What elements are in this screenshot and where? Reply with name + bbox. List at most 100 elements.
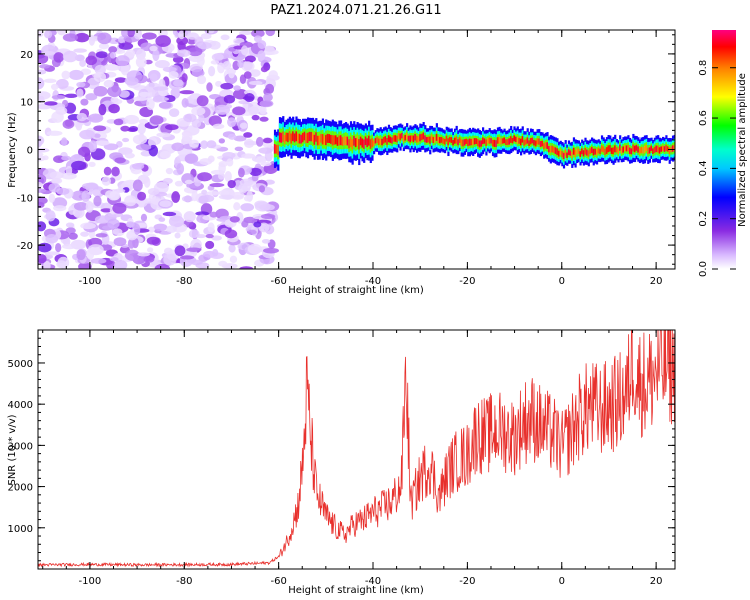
heatmap-cell xyxy=(191,189,198,202)
heatmap-cell xyxy=(108,46,118,53)
heatmap-cell xyxy=(239,266,254,269)
heatmap-cell xyxy=(333,135,336,145)
heatmap-cell xyxy=(243,132,253,138)
heatmap-cell xyxy=(415,135,419,143)
heatmap-cell xyxy=(262,137,273,144)
heatmap-cell xyxy=(442,138,445,144)
heatmap-cell xyxy=(44,30,53,39)
spectrogram-y-label: Frequency (Hz) xyxy=(7,112,18,188)
heatmap-cell xyxy=(379,137,382,145)
heatmap-cell xyxy=(49,171,64,180)
heatmap-cell xyxy=(48,193,56,203)
heatmap-cell xyxy=(308,131,311,142)
heatmap-cell xyxy=(668,147,671,155)
heatmap-cell xyxy=(336,137,339,146)
heatmap-cell xyxy=(220,34,230,41)
heatmap-cell xyxy=(247,243,262,255)
heatmap-cell xyxy=(53,205,67,212)
heatmap-cell xyxy=(251,30,265,38)
heatmap-cell xyxy=(244,93,255,103)
heatmap-cell xyxy=(595,149,599,156)
heatmap-cell xyxy=(174,232,181,239)
heatmap-cell xyxy=(124,76,139,86)
heatmap-cell xyxy=(179,255,195,260)
heatmap-cell xyxy=(88,113,104,123)
heatmap-cell xyxy=(394,135,397,142)
heatmap-cell xyxy=(50,83,59,91)
heatmap-cell xyxy=(144,198,154,204)
heatmap-cell xyxy=(387,135,391,143)
heatmap-cell xyxy=(386,137,389,145)
heatmap-cell xyxy=(599,148,602,155)
heatmap-cell xyxy=(85,55,98,66)
heatmap-cell xyxy=(259,116,269,122)
heatmap-cell xyxy=(508,138,511,145)
heatmap-cell xyxy=(163,253,177,266)
heatmap-cell xyxy=(65,227,76,235)
snr-y-label: SNR (10 * v/v) xyxy=(7,414,18,485)
heatmap-cell xyxy=(265,30,276,37)
heatmap-cell xyxy=(206,82,213,92)
heatmap-cell xyxy=(526,137,529,144)
heatmap-cell xyxy=(351,139,354,150)
heatmap-cell xyxy=(260,161,272,167)
heatmap-cell xyxy=(200,33,212,40)
heatmap-cell xyxy=(657,145,660,153)
heatmap-cell xyxy=(95,233,108,238)
heatmap-cell xyxy=(624,145,627,152)
heatmap-cell xyxy=(88,161,96,168)
heatmap-cell xyxy=(510,136,513,143)
heatmap-cell xyxy=(399,133,402,141)
heatmap-cell xyxy=(168,215,185,228)
heatmap-cell xyxy=(528,140,531,147)
heatmap-cell xyxy=(237,60,245,68)
heatmap-cell xyxy=(140,213,148,222)
heatmap-cell xyxy=(78,146,91,157)
heatmap-cell xyxy=(165,167,174,175)
heatmap-cell xyxy=(630,148,633,155)
heatmap-cell xyxy=(224,229,238,239)
heatmap-cell xyxy=(201,194,215,203)
heatmap-cell xyxy=(452,139,455,146)
heatmap-cell xyxy=(243,195,253,202)
heatmap-cell xyxy=(244,55,256,63)
heatmap-cell xyxy=(591,146,594,154)
heatmap-cell xyxy=(571,151,574,159)
heatmap-cell xyxy=(38,136,43,148)
heatmap-cell xyxy=(98,43,110,50)
heatmap-cell xyxy=(490,138,493,144)
snr-x-tick-label: 0 xyxy=(559,576,565,587)
heatmap-cell xyxy=(402,136,405,143)
heatmap-cell xyxy=(158,217,166,222)
heatmap-cell xyxy=(410,135,414,141)
heatmap-cell xyxy=(439,137,442,144)
heatmap-cell xyxy=(208,65,216,77)
heatmap-cell xyxy=(419,134,422,142)
heatmap-cell xyxy=(112,228,123,235)
heatmap-cell xyxy=(521,136,524,143)
heatmap-cell xyxy=(321,134,325,145)
heatmap-cell xyxy=(619,144,622,151)
heatmap-cell xyxy=(147,247,154,253)
heatmap-cell xyxy=(513,135,516,142)
heatmap-cell xyxy=(260,213,276,220)
heatmap-cell xyxy=(247,229,257,235)
heatmap-cell xyxy=(200,140,209,149)
heatmap-cell xyxy=(316,135,320,146)
heatmap-cell xyxy=(594,148,597,155)
heatmap-cell xyxy=(604,148,607,155)
heatmap-cell xyxy=(427,136,430,143)
heatmap-cell xyxy=(559,149,562,155)
heatmap-cell xyxy=(253,35,262,43)
heatmap-cell xyxy=(120,125,130,132)
heatmap-cell xyxy=(339,135,343,146)
heatmap-cell xyxy=(377,138,381,145)
heatmap-cell xyxy=(137,191,147,201)
heatmap-cell xyxy=(430,134,434,141)
heatmap-cell xyxy=(168,71,179,79)
heatmap-cell xyxy=(315,132,318,142)
heatmap-cell xyxy=(218,160,228,168)
heatmap-cell xyxy=(567,149,571,156)
heatmap-cell xyxy=(126,30,135,38)
